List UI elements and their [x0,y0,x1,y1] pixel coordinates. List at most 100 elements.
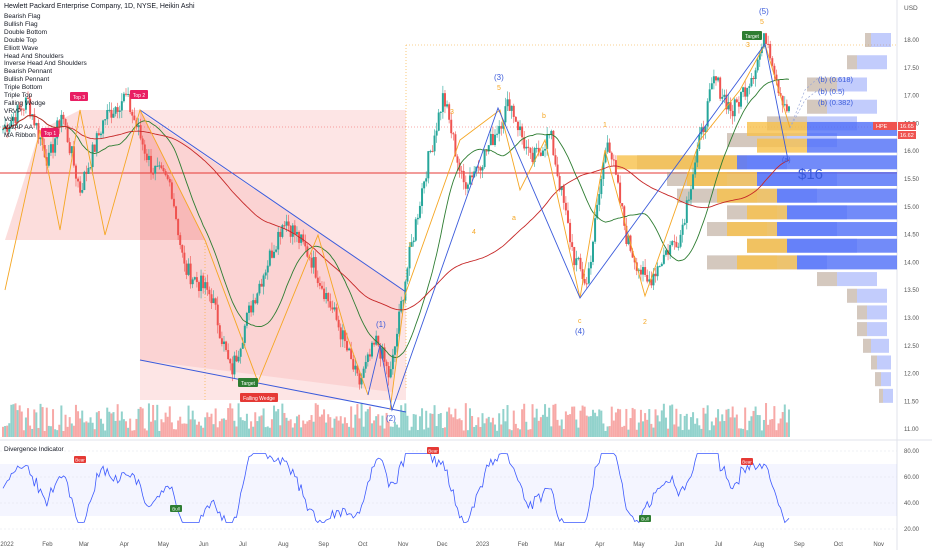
volume-bar [769,419,772,437]
time-tick: Nov [398,542,409,548]
time-axis[interactable]: 2022 Feb Mar Apr May Jun Jul Aug Sep Oct Nov Dec 202… [0,542,884,548]
candle-body [383,347,386,362]
legend-item[interactable]: Bearish Flag [4,13,41,20]
legend-item[interactable]: Vol [4,115,14,123]
volume-bar [539,417,542,437]
legend-item[interactable]: VRVP [4,107,22,115]
osc-tick: 60.00 [904,475,920,481]
volume-bar [529,429,532,437]
volume-bar [742,428,745,437]
candle-body [483,150,486,168]
volume-bar [729,417,732,437]
volume-bar [241,420,244,437]
volume-bar [243,420,246,437]
price-axis[interactable]: 18.0017.5017.0016.5016.0015.5015.0014.50… [904,38,920,433]
volume-bar [602,423,605,437]
candle-body [137,125,140,128]
volume-bar [331,427,334,437]
volume-bar [671,404,674,437]
candle-body [295,231,298,235]
candle-body [145,153,148,160]
candle-body [275,249,278,252]
volume-bar [441,427,444,437]
candle-body [210,294,213,304]
volume-bar [462,430,465,437]
candle-body [552,130,555,156]
volume-bar [35,412,38,437]
legend-item[interactable]: VWAP AA [4,123,33,131]
legend-item[interactable]: Bullish Flag [4,20,38,28]
candle-body [623,206,626,226]
volume-bar [585,415,588,437]
volume-bar [60,405,63,437]
legend-item[interactable]: Triple Bottom [4,84,43,92]
candle-body [427,151,430,179]
legend-item[interactable]: Triple Top [4,92,33,100]
candle-body [554,155,557,165]
osc-bear-label-1-box [74,456,86,463]
volume-bar [371,423,374,437]
volume-bar [654,409,657,437]
candle-body [131,112,134,116]
legend-item[interactable]: MA Ribbon [4,131,36,139]
candle-body [756,59,759,71]
legend-item[interactable]: Inverse Head And Shoulders [4,60,87,68]
candle-body [166,175,169,179]
candle-body [381,347,384,359]
volume-bar [758,415,761,437]
legend-item[interactable]: Bullish Pennant [4,76,50,84]
candle-body [564,202,567,211]
candle-body [208,289,211,295]
candle-body [181,245,184,253]
vrvp-value-down [777,188,897,203]
volume-bar [612,420,615,437]
candle-body [583,278,586,284]
volume-bar [245,413,248,437]
legend-item[interactable]: Elliott Wave [4,44,39,52]
candle-body [108,109,111,111]
legend-item[interactable]: Head And Shoulders [4,52,64,60]
legend-item[interactable]: Double Top [4,36,37,44]
current-price-value: 16.65 [900,124,914,130]
candle-body [571,242,574,248]
chart-title: Hewlett Packard Enterprise Company, 1D, … [4,3,195,10]
volume-bar [619,409,622,437]
candle-body [14,117,17,124]
time-tick: 2023 [476,542,490,548]
volume-bar [535,408,538,437]
candle-body [331,307,334,310]
volume-bar [193,419,196,437]
volume-bar [702,407,705,437]
legend-item[interactable]: Double Bottom [4,28,47,36]
volume-bar [258,416,261,437]
volume-bar [621,426,624,437]
candle-body [575,258,578,266]
candle-body [527,146,530,148]
divergence-indicator-pane[interactable]: 80.00 60.00 40.00 20.00 Bear Bear Bear Bull Bull [0,447,920,533]
price-tick: 16.00 [904,149,920,155]
elliott-wave-labels: (1) (2) (3) (4) (5) 3 4 5 a b c 1 2 1 5 … [376,7,769,423]
candle-body [494,134,497,145]
candle-body [704,126,707,133]
candle-body [689,189,692,200]
volume-bar [318,416,321,437]
volume-bar [704,413,707,437]
time-tick: Sep [318,542,329,548]
volume-bar [473,426,476,437]
volume-bar [237,403,240,437]
candle-body [245,312,248,326]
osc-bear-label-3-box [741,458,753,465]
candle-body [675,242,678,248]
volume-bar [162,422,165,437]
candle-body [218,325,221,339]
osc-bear-label-2-box [427,447,439,454]
candle-body [358,373,361,385]
volume-bar [256,421,259,437]
legend-item[interactable]: Bearish Pennant [4,68,53,76]
volume-bar [533,417,536,437]
legend-item[interactable]: Falling Wedge [4,99,46,107]
candle-body [656,266,659,277]
volume-bar [187,405,190,437]
volume-bar [172,429,175,437]
